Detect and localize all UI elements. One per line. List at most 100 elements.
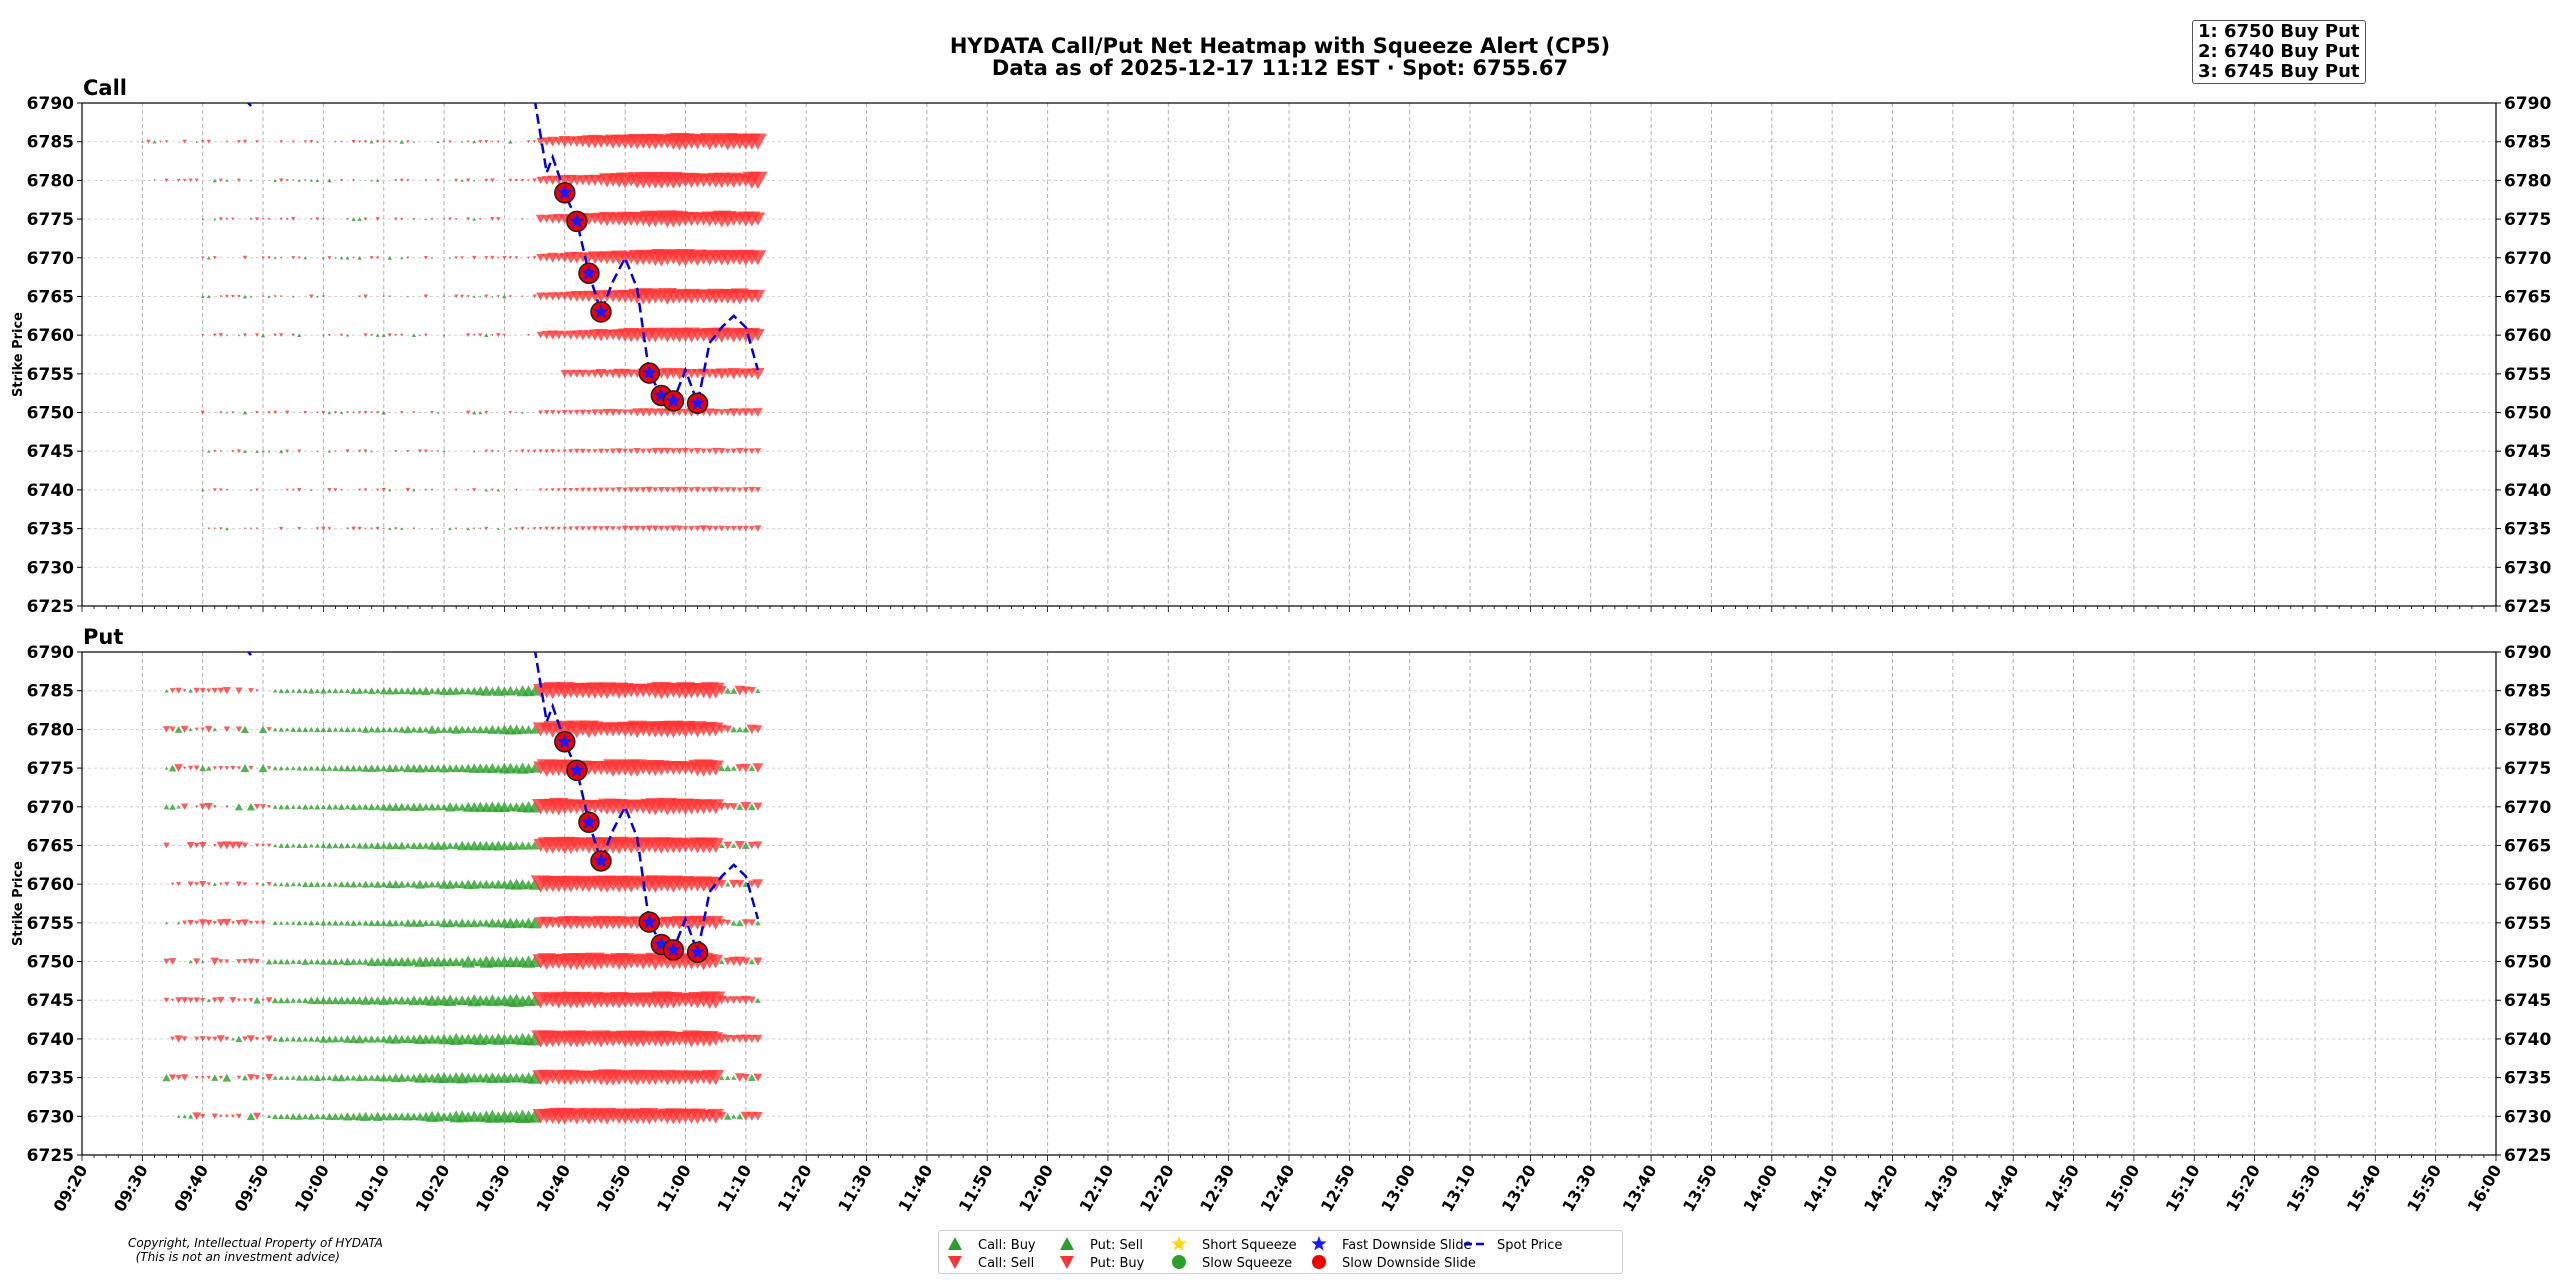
put-sell-marker bbox=[451, 686, 461, 695]
put-sell-marker bbox=[343, 1035, 352, 1043]
put-sell-marker bbox=[476, 919, 485, 927]
call-sell-marker bbox=[610, 526, 616, 532]
call-buy-marker bbox=[249, 488, 253, 491]
call-buy-marker bbox=[375, 178, 380, 182]
put-buy-marker bbox=[266, 727, 272, 732]
put-buy-marker bbox=[175, 687, 182, 694]
put-buy-marker bbox=[170, 882, 175, 886]
call-sell-marker bbox=[352, 256, 355, 259]
call-sell-marker bbox=[484, 526, 489, 531]
call-sell-marker bbox=[340, 140, 343, 143]
put-sell-marker bbox=[290, 804, 296, 809]
put-sell-marker bbox=[409, 919, 419, 927]
call-buy-marker bbox=[141, 140, 144, 143]
put-sell-marker bbox=[458, 803, 467, 811]
call-sell-marker bbox=[363, 410, 368, 415]
call-sell-marker bbox=[375, 217, 380, 222]
put-sell-marker bbox=[748, 803, 756, 811]
put-buy-marker bbox=[741, 686, 751, 695]
put-buy-marker bbox=[194, 882, 199, 887]
x-tick-label: 10:30 bbox=[472, 1162, 514, 1216]
put-buy-marker bbox=[734, 840, 745, 850]
put-sell-marker bbox=[338, 842, 345, 849]
call-sell-marker bbox=[478, 333, 483, 337]
call-sell-marker bbox=[473, 527, 476, 530]
put-sell-marker bbox=[284, 765, 290, 771]
put-sell-marker bbox=[344, 842, 351, 849]
copyright-line-2: (This is not an investment advice) bbox=[128, 1250, 340, 1264]
put-buy-marker bbox=[234, 841, 244, 850]
call-sell-marker bbox=[285, 449, 289, 453]
y-tick-label: 6730 bbox=[27, 558, 74, 578]
put-sell-marker bbox=[314, 920, 320, 926]
call-sell-marker bbox=[592, 487, 598, 493]
put-sell-marker bbox=[380, 919, 388, 926]
call-sell-marker bbox=[544, 449, 549, 454]
call-sell-marker bbox=[400, 217, 404, 221]
put-sell-marker bbox=[458, 687, 467, 695]
call-sell-marker bbox=[454, 488, 458, 492]
put-buy-marker bbox=[747, 841, 757, 850]
call-sell-marker bbox=[520, 178, 525, 182]
put-buy-marker bbox=[260, 920, 266, 926]
put-buy-marker bbox=[261, 998, 265, 1002]
call-sell-marker bbox=[146, 139, 151, 144]
call-sell-marker bbox=[352, 179, 355, 182]
put-sell-marker bbox=[731, 1075, 737, 1080]
call-sell-marker bbox=[515, 411, 518, 414]
put-sell-marker bbox=[415, 918, 425, 927]
put-buy-marker bbox=[717, 919, 726, 927]
put-sell-marker bbox=[199, 764, 207, 772]
put-sell-marker bbox=[201, 960, 205, 963]
y-tick-label: 6745 bbox=[2504, 991, 2551, 1011]
call-sell-marker bbox=[688, 525, 695, 532]
call-buy-marker bbox=[291, 295, 295, 298]
call-sell-marker bbox=[508, 178, 513, 182]
call-sell-marker bbox=[466, 140, 470, 143]
put-buy-marker bbox=[224, 881, 230, 887]
legend-marker-icon bbox=[1312, 1255, 1326, 1269]
put-sell-marker bbox=[731, 1114, 737, 1119]
put-buy-marker bbox=[194, 1075, 199, 1080]
call-sell-marker bbox=[535, 214, 546, 224]
put-buy-marker bbox=[254, 958, 260, 965]
put-buy-marker bbox=[162, 726, 171, 733]
call-sell-marker bbox=[443, 295, 446, 298]
put-sell-marker bbox=[428, 687, 436, 694]
call-sell-marker bbox=[682, 526, 689, 532]
put-sell-marker bbox=[404, 842, 412, 849]
put-sell-marker bbox=[344, 726, 351, 733]
put-sell-marker bbox=[379, 803, 388, 811]
put-sell-marker bbox=[422, 919, 430, 926]
call-sell-marker bbox=[496, 295, 500, 298]
y-tick-label: 6765 bbox=[2504, 836, 2551, 856]
fast-downside-slide-marker bbox=[557, 733, 573, 749]
fast-downside-slide-marker bbox=[593, 303, 609, 319]
put-sell-marker bbox=[421, 764, 431, 772]
call-buy-marker bbox=[273, 256, 277, 259]
put-buy-marker bbox=[728, 879, 739, 889]
call-sell-marker bbox=[176, 178, 181, 182]
call-sell-marker bbox=[399, 178, 404, 183]
call-sell-marker bbox=[454, 218, 458, 221]
call-buy-marker bbox=[449, 256, 452, 259]
put-sell-marker bbox=[368, 842, 376, 849]
call-sell-marker bbox=[484, 294, 489, 299]
call-sell-marker bbox=[633, 448, 641, 455]
put-sell-marker bbox=[362, 803, 369, 810]
call-buy-marker bbox=[472, 410, 477, 415]
put-buy-marker bbox=[229, 997, 237, 1004]
call-sell-marker bbox=[754, 487, 761, 493]
put-buy-marker bbox=[223, 726, 231, 733]
call-buy-marker bbox=[461, 140, 464, 143]
call-sell-marker bbox=[497, 256, 500, 259]
put-buy-marker bbox=[242, 959, 248, 965]
put-buy-marker bbox=[717, 802, 727, 811]
call-sell-marker bbox=[554, 292, 564, 301]
call-buy-marker bbox=[339, 256, 344, 260]
call-buy-marker bbox=[466, 527, 471, 531]
put-sell-marker bbox=[736, 919, 744, 927]
call-sell-marker bbox=[711, 447, 720, 455]
put-sell-marker bbox=[517, 724, 528, 734]
call-sell-marker bbox=[254, 217, 260, 221]
